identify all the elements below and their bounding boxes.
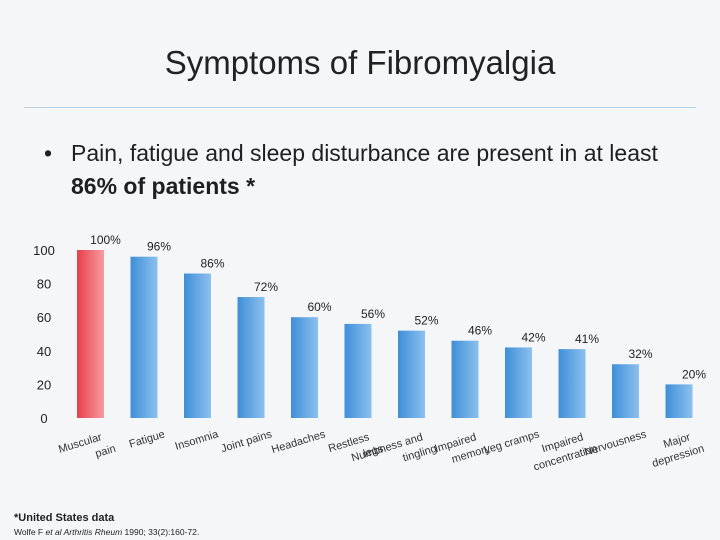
- y-tick-label: 80: [37, 277, 51, 292]
- bullet-text: Pain, fatigue and sleep disturbance are …: [44, 137, 694, 203]
- category-label: Majordepression: [646, 428, 705, 470]
- bullet-point: • Pain, fatigue and sleep disturbance ar…: [44, 137, 694, 203]
- bar-6: [344, 323, 372, 418]
- citation-rest: 1990; 33(2):160-72.: [122, 527, 200, 537]
- category-label: Leg cramps: [482, 428, 541, 456]
- value-label: 41%: [575, 332, 599, 346]
- value-label: 60%: [307, 300, 331, 314]
- bar-12: [665, 384, 693, 418]
- value-label: 96%: [147, 240, 171, 254]
- bullet-text-regular: Pain, fatigue and sleep disturbance are …: [71, 140, 658, 166]
- category-label: Fatigue: [128, 428, 167, 450]
- category-label-line: Leg cramps: [482, 428, 541, 456]
- y-tick-label: 40: [37, 344, 51, 359]
- citation: Wolfe F et al Arthritis Rheum 1990; 33(2…: [14, 527, 199, 537]
- category-label-line: Nervousness: [583, 428, 648, 458]
- value-label: 42%: [521, 330, 545, 344]
- category-labels-group: Muscularpain Fatigue Insomnia Joint painsHe…: [57, 428, 706, 473]
- bullet-text-bold: 86% of patients *: [71, 173, 256, 199]
- value-label: 32%: [628, 347, 652, 361]
- bar-10: [558, 349, 586, 418]
- category-label-line: Headaches: [270, 428, 327, 456]
- bullet-marker: •: [44, 140, 53, 166]
- bar-5: [291, 317, 318, 418]
- category-label: Muscularpain: [57, 428, 117, 470]
- bar-1: [77, 250, 104, 418]
- citation-journal: et al Arthritis Rheum: [45, 527, 123, 537]
- value-label: 72%: [254, 280, 278, 294]
- y-tick-label: 100: [33, 243, 55, 258]
- bar-9: [505, 347, 532, 418]
- category-label: Insomnia: [174, 428, 221, 453]
- bar-7: [398, 330, 425, 418]
- value-label: 56%: [361, 307, 385, 321]
- category-label: Headaches: [270, 428, 327, 456]
- bar-11: [612, 364, 639, 418]
- value-label: 100%: [90, 233, 121, 247]
- bar-3: [184, 273, 211, 418]
- value-label: 52%: [414, 314, 438, 328]
- bar-8: [451, 340, 479, 418]
- citation-author: Wolfe F: [14, 527, 46, 537]
- category-label-line: Fatigue: [128, 428, 167, 450]
- y-axis: 0 20 40 60 80 100: [33, 243, 55, 426]
- footnote: *United States data: [14, 512, 115, 524]
- value-label: 86%: [200, 257, 224, 271]
- value-label: 46%: [468, 324, 492, 338]
- category-label-line: legs: [362, 443, 385, 461]
- bar-4: [237, 297, 265, 418]
- bar-2: [130, 256, 158, 418]
- y-tick-label: 20: [37, 377, 51, 392]
- category-label: Joint pains: [220, 428, 274, 455]
- category-label: Nervousness: [583, 428, 648, 458]
- y-tick-label: 0: [40, 411, 47, 426]
- value-labels-group: 100% 96% 86% 72% 60% 56% 52% 46% 42% 41% 32% 20%: [90, 233, 706, 381]
- category-label-line: pain: [94, 443, 117, 461]
- category-label-line: Joint pains: [220, 428, 274, 455]
- y-tick-label: 60: [37, 310, 51, 325]
- category-label-line: Insomnia: [174, 428, 221, 453]
- title-divider: [24, 107, 696, 108]
- slide-title: Symptoms of Fibromyalgia: [164, 44, 556, 81]
- bars-group: [77, 250, 693, 418]
- value-label: 20%: [682, 367, 706, 381]
